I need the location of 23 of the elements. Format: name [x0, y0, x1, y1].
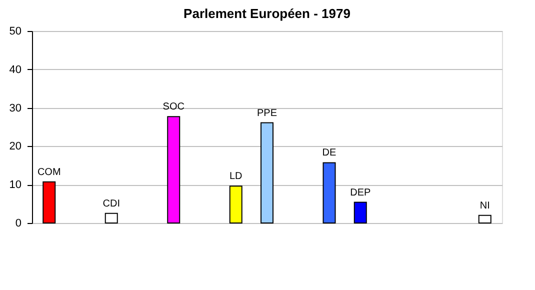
bar [478, 214, 492, 224]
y-tick-label: 40 [9, 64, 22, 76]
chart-title: Parlement Européen - 1979 [184, 6, 350, 21]
bar [229, 186, 242, 224]
x-tick-label: DEP [350, 187, 371, 198]
bar [260, 122, 274, 224]
bar [42, 181, 56, 224]
x-tick-label: SOC [162, 102, 184, 113]
y-tick-label: 0 [15, 218, 22, 230]
bar [104, 212, 118, 224]
bar [167, 116, 180, 224]
x-tick-label: DE [322, 148, 337, 159]
x-tick-label: COM [37, 166, 61, 178]
x-tick-label: CDI [102, 198, 120, 210]
y-tick-label: 30 [9, 102, 22, 114]
x-tick-label: LD [229, 171, 242, 182]
bar [354, 202, 367, 224]
bar [322, 162, 336, 224]
x-tick-label: NI [480, 200, 490, 212]
x-tick-label: PPE [256, 108, 278, 119]
y-tick-label: 20 [9, 140, 22, 153]
y-tick-label: 10 [9, 179, 22, 192]
y-tick-label: 50 [9, 26, 22, 38]
